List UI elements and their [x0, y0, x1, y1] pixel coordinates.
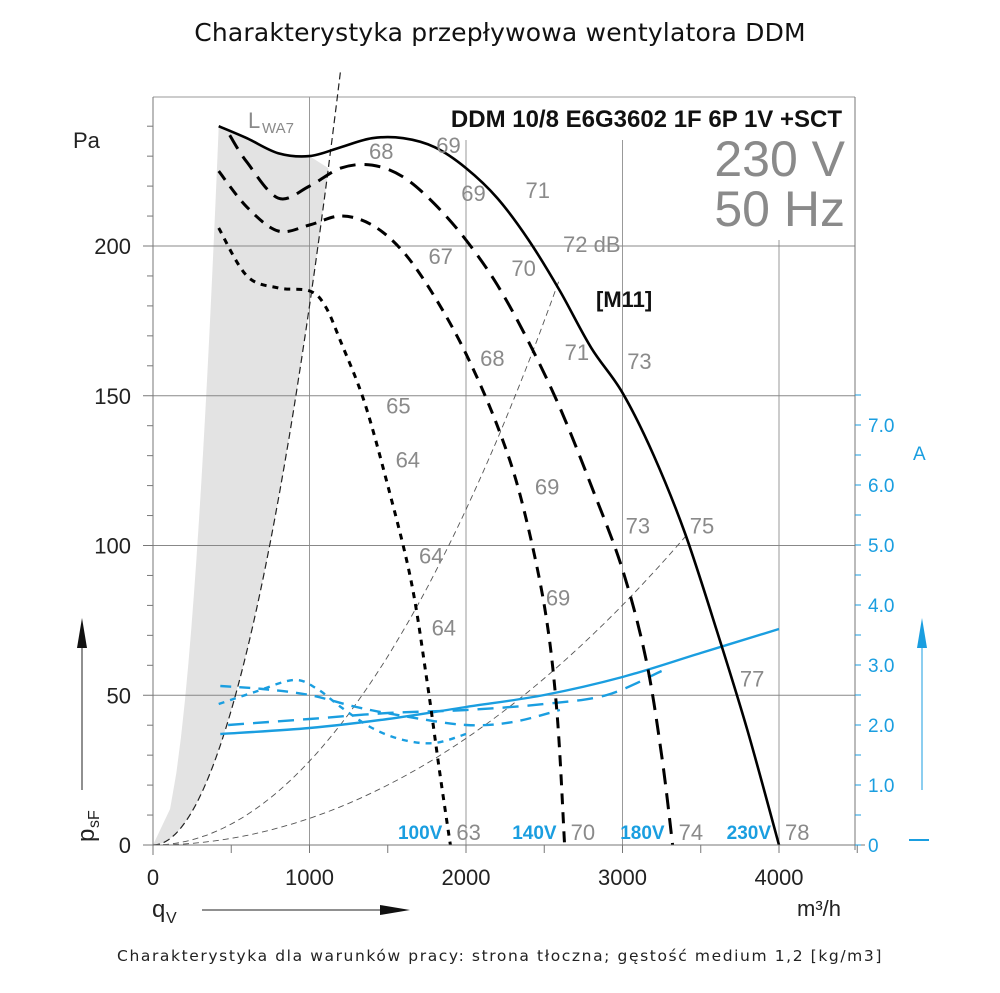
current-curve-100v	[218, 678, 467, 745]
y2-unit-label: A	[913, 444, 926, 465]
y2-tick-label: 0	[868, 836, 879, 857]
db-annotation: 75	[690, 514, 714, 539]
voltage-db-label: 74	[679, 820, 703, 845]
y-tick-label: 50	[107, 683, 131, 708]
y2-tick-label: 4.0	[868, 596, 894, 617]
y-unit-label: Pa	[73, 128, 101, 153]
db-annotation: 69	[535, 475, 559, 500]
db-annotation: 73	[626, 514, 650, 539]
y2-tick-label: 5.0	[868, 536, 894, 557]
y-tick-label: 150	[94, 384, 131, 409]
db-annotation: 64	[396, 448, 420, 473]
x-tick-label: 1000	[285, 865, 334, 890]
db-annotation: 64	[432, 615, 456, 640]
lwa-sub: WA7	[262, 120, 294, 137]
system-curve-2	[152, 277, 561, 846]
pressure-curve-140v	[217, 170, 567, 846]
x-tick-label: 0	[147, 865, 159, 890]
frequency-label: 50 Hz	[714, 181, 845, 237]
current-curve-230v	[220, 627, 780, 736]
y2-tick-label: 1.0	[868, 776, 894, 797]
db-annotation: 68	[369, 139, 393, 164]
current-curve-180v	[228, 669, 663, 727]
voltage-label-230v: 230V	[727, 823, 772, 844]
voltage-db-label: 63	[456, 820, 480, 845]
x-unit-label: m³/h	[797, 896, 841, 921]
y2-tick-label: 2.0	[868, 716, 894, 737]
db-annotation: 69	[546, 585, 570, 610]
y2-tick-label: 6.0	[868, 476, 894, 497]
y-axis-label: p sF	[73, 618, 103, 842]
y-tick-label: 100	[94, 534, 131, 559]
db-annotation: 69	[461, 181, 485, 206]
current-curve-140v	[220, 684, 561, 727]
motor-code-label: [M11]	[596, 287, 652, 312]
pressure-curve-100v	[217, 227, 452, 846]
db-annotation: 69	[436, 133, 460, 158]
db-annotation: 64	[419, 543, 443, 568]
footer-note: Charakterystyka dla warunków pracy: stro…	[117, 947, 883, 965]
y2-tick-label: 7.0	[868, 416, 894, 437]
voltage-label-180v: 180V	[620, 823, 665, 844]
y2-arrow-head-icon	[917, 618, 927, 648]
voltage-label-140v: 140V	[512, 823, 557, 844]
page-title: Charakterystyka przepływowa wentylatora …	[194, 18, 806, 47]
db-annotation: 77	[740, 666, 764, 691]
voltage-db-label: 78	[785, 820, 809, 845]
lwa-label: L WA7	[248, 108, 294, 137]
x-tick-label: 3000	[598, 865, 647, 890]
db-annotation: 71	[525, 178, 549, 203]
x-tick-label: 2000	[442, 865, 491, 890]
system-curve-1	[152, 68, 342, 846]
voltage-db-label: 70	[571, 820, 595, 845]
x-label-main: q	[152, 896, 165, 923]
db-annotation: 73	[627, 349, 651, 374]
lwa-main: L	[248, 108, 260, 133]
y-arrow-head-icon	[77, 618, 87, 648]
x-axis-label: q V	[152, 896, 410, 927]
db-annotation: 72 dB	[563, 232, 621, 257]
db-annotation: 68	[480, 346, 504, 371]
pressure-curve-230v	[218, 125, 781, 846]
model-label: DDM 10/8 E6G3602 1F 6P 1V +SCT	[451, 106, 842, 133]
x-label-sub: V	[166, 910, 177, 927]
y-label-sub: sF	[86, 810, 103, 828]
db-annotation: 71	[565, 340, 589, 365]
voltage-label-100v: 100V	[398, 823, 443, 844]
y2-axis-arrow	[909, 618, 929, 841]
operating-limit-shaded-region	[153, 126, 329, 845]
db-annotation: 65	[386, 394, 410, 419]
x-tick-label: 4000	[755, 865, 804, 890]
y2-tick-label: 3.0	[868, 656, 894, 677]
voltage-label: 230 V	[714, 131, 845, 187]
pressure-curve-180v	[228, 134, 675, 846]
y-tick-label: 0	[119, 833, 131, 858]
db-annotation: 67	[428, 244, 452, 269]
x-arrow-head-icon	[380, 905, 410, 915]
system-curve-3	[152, 536, 686, 846]
db-annotation: 70	[511, 256, 535, 281]
y-label-main: p	[73, 829, 100, 842]
y-tick-label: 200	[94, 234, 131, 259]
